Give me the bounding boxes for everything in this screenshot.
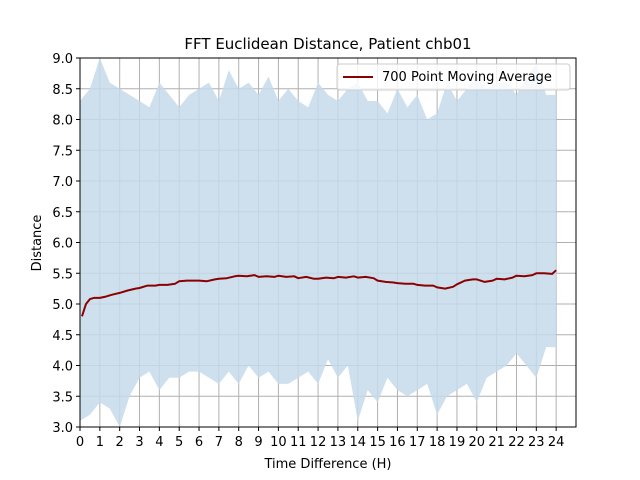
x-tick-label: 9 <box>254 435 262 450</box>
y-tick-label: 7.5 <box>52 144 73 159</box>
x-tick-label: 1 <box>96 435 104 450</box>
x-tick-label: 6 <box>195 435 203 450</box>
x-tick-label: 3 <box>135 435 143 450</box>
y-tick-label: 5.0 <box>52 298 73 313</box>
x-tick-label: 23 <box>528 435 545 450</box>
y-tick-label: 9.0 <box>52 52 73 67</box>
x-tick-label: 18 <box>429 435 446 450</box>
moving-average-line <box>81 269 557 317</box>
x-tick-label: 8 <box>235 435 243 450</box>
moving-average-series <box>81 269 557 317</box>
x-tick-label: 17 <box>409 435 426 450</box>
y-tick-label: 7.0 <box>52 175 73 190</box>
x-tick-label: 21 <box>488 435 505 450</box>
y-tick-label: 3.0 <box>52 421 73 436</box>
legend-label: 700 Point Moving Average <box>382 70 552 85</box>
y-tick-label: 6.5 <box>52 206 73 221</box>
x-tick-label: 4 <box>155 435 163 450</box>
x-tick-label: 0 <box>76 435 84 450</box>
x-tick-label: 22 <box>508 435 525 450</box>
x-tick-label: 12 <box>310 435 327 450</box>
y-tick-label: 8.5 <box>52 83 73 98</box>
y-tick-label: 8.0 <box>52 114 73 129</box>
x-tick-label: 24 <box>548 435 565 450</box>
y-axis: 3.0 3.5 4.0 4.5 5.0 5.5 6.0 6.5 7.0 7.5 8.0 8.5 9.0 <box>52 52 80 436</box>
x-tick-label: 20 <box>469 435 486 450</box>
y-tick-label: 4.5 <box>52 329 73 344</box>
chart-title: FFT Euclidean Distance, Patient chb01 <box>184 35 471 53</box>
y-tick-label: 3.5 <box>52 390 73 405</box>
legend-box <box>336 63 571 91</box>
y-tick-label: 5.5 <box>52 267 73 282</box>
y-tick-label: 6.0 <box>52 237 73 252</box>
x-tick-label: 15 <box>369 435 386 450</box>
x-axis-label: Time Difference (H) <box>263 457 391 472</box>
x-tick-label: 14 <box>349 435 366 450</box>
x-axis: 0 1 2 3 4 5 6 7 8 9 10 11 12 13 14 15 16 17 18 19 20 21 22 23 24 <box>76 427 565 450</box>
range-band-area <box>80 58 557 427</box>
x-tick-label: 19 <box>449 435 466 450</box>
x-tick-label: 13 <box>330 435 347 450</box>
x-tick-label: 11 <box>290 435 307 450</box>
y-axis-label: Distance <box>30 215 45 272</box>
y-tick-label: 4.0 <box>52 360 73 375</box>
legend: 700 Point Moving Average <box>336 63 571 91</box>
x-tick-label: 7 <box>215 435 223 450</box>
x-tick-label: 2 <box>116 435 124 450</box>
x-tick-label: 5 <box>175 435 183 450</box>
range-band <box>80 58 557 427</box>
x-tick-label: 16 <box>389 435 406 450</box>
x-tick-label: 10 <box>270 435 287 450</box>
